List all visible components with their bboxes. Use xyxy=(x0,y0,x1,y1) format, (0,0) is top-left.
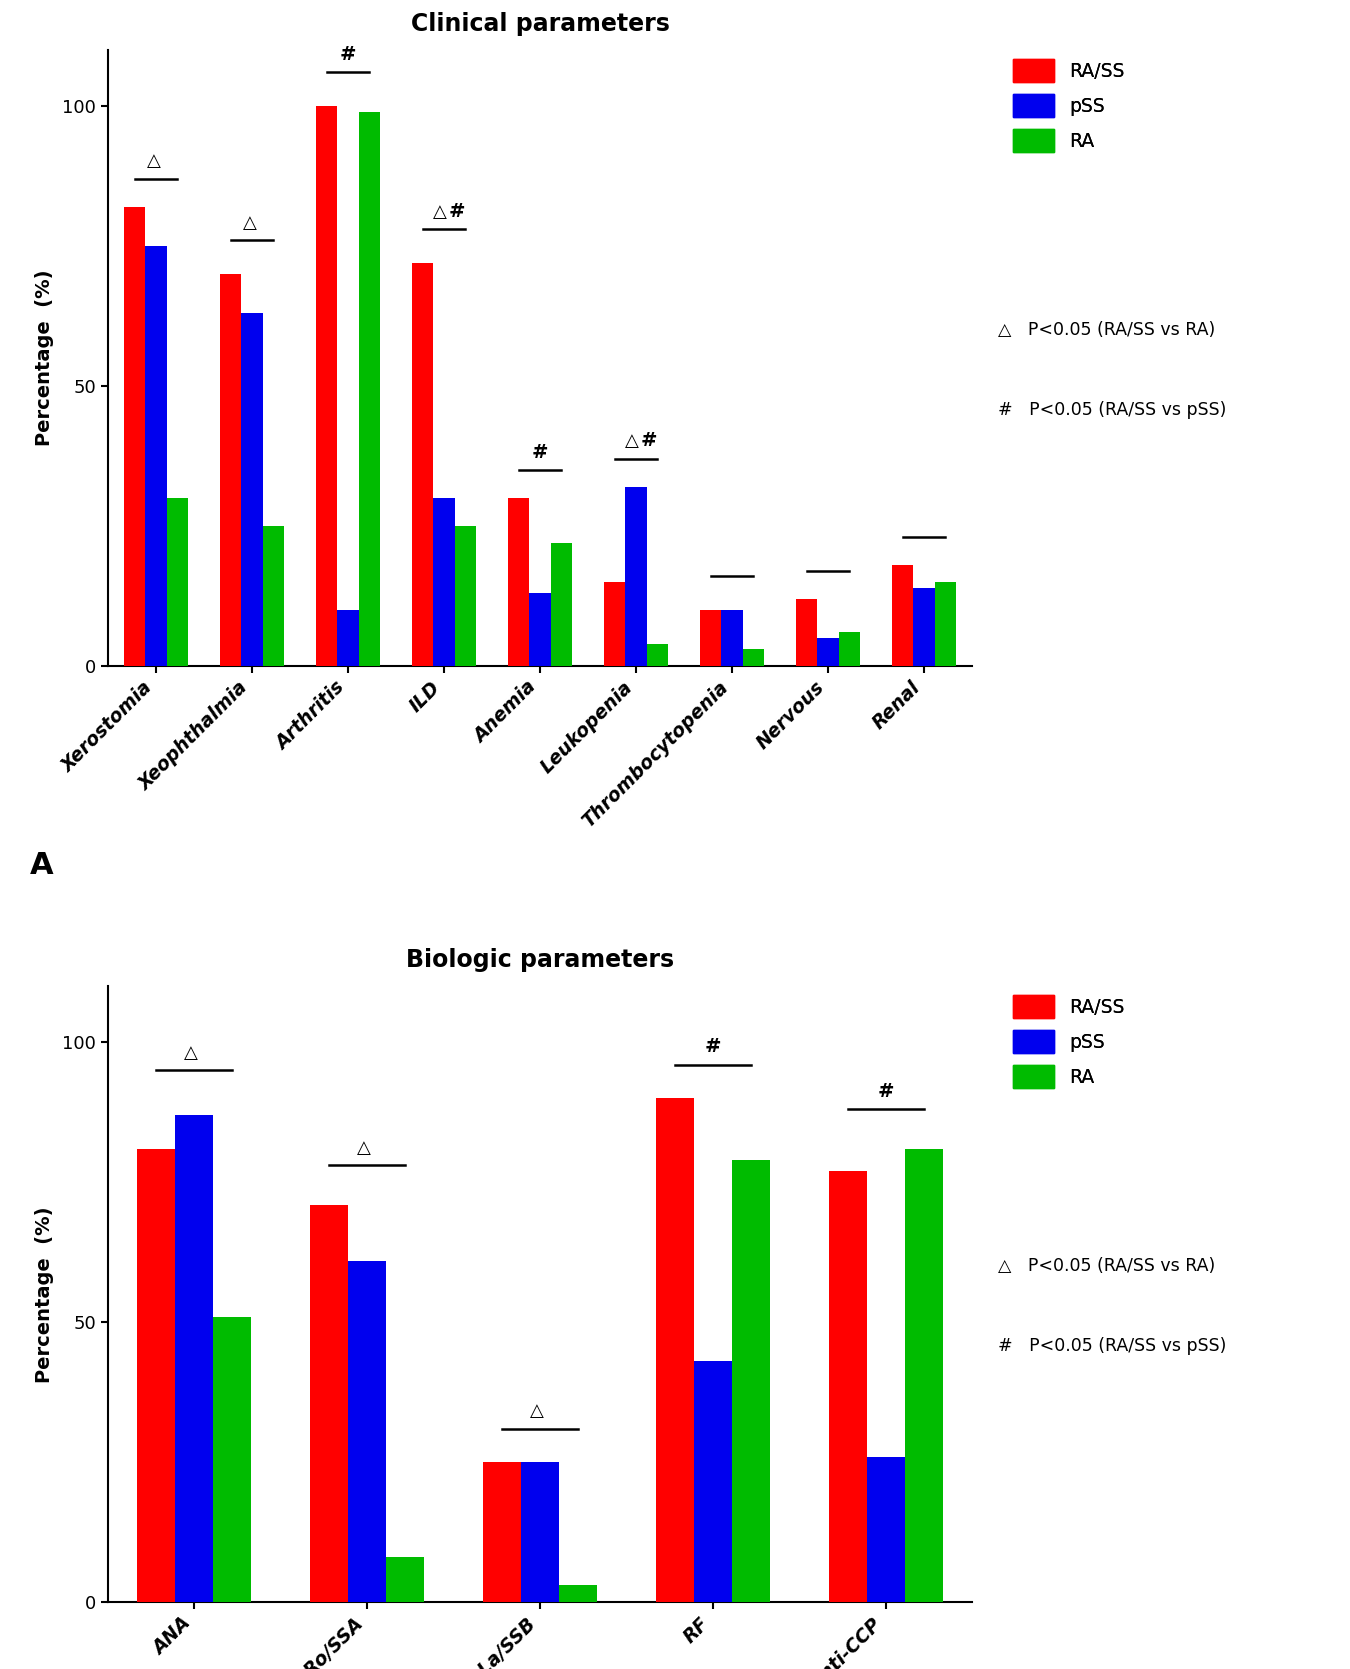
Text: #: # xyxy=(448,202,466,220)
Y-axis label: Percentage  (%): Percentage (%) xyxy=(35,1207,54,1382)
Text: #   P<0.05 (RA/SS vs pSS): # P<0.05 (RA/SS vs pSS) xyxy=(998,1337,1226,1355)
Text: △: △ xyxy=(432,204,447,220)
Bar xyxy=(242,314,262,666)
Text: △: △ xyxy=(184,1043,198,1061)
Text: #: # xyxy=(532,442,548,462)
Bar xyxy=(551,542,571,666)
Bar xyxy=(359,112,379,666)
Text: △   P<0.05 (RA/SS vs RA): △ P<0.05 (RA/SS vs RA) xyxy=(998,1257,1215,1275)
Bar xyxy=(176,1115,213,1602)
Bar xyxy=(220,274,242,666)
Bar xyxy=(559,1586,597,1602)
Bar xyxy=(310,1205,348,1602)
Bar xyxy=(743,649,764,666)
Bar xyxy=(867,1457,905,1602)
Text: A: A xyxy=(30,851,54,880)
Bar xyxy=(647,644,668,666)
Bar xyxy=(829,1172,867,1602)
Legend: RA/SS, pSS, RA: RA/SS, pSS, RA xyxy=(1007,990,1130,1093)
Bar xyxy=(656,1098,694,1602)
Bar xyxy=(386,1557,424,1602)
Text: △: △ xyxy=(243,214,256,232)
Text: △: △ xyxy=(147,152,161,170)
Bar xyxy=(146,245,166,666)
Bar xyxy=(529,592,551,666)
Bar xyxy=(892,566,914,666)
Text: #: # xyxy=(641,431,657,451)
Title: Biologic parameters: Biologic parameters xyxy=(406,948,674,971)
Text: △   P<0.05 (RA/SS vs RA): △ P<0.05 (RA/SS vs RA) xyxy=(998,320,1215,339)
Bar xyxy=(433,497,455,666)
Bar xyxy=(732,1160,769,1602)
Bar xyxy=(483,1462,521,1602)
Bar xyxy=(796,599,818,666)
Bar xyxy=(412,262,433,666)
Bar xyxy=(934,582,956,666)
Bar xyxy=(904,1148,942,1602)
Title: Clinical parameters: Clinical parameters xyxy=(410,12,670,35)
Text: △: △ xyxy=(356,1138,371,1157)
Y-axis label: Percentage  (%): Percentage (%) xyxy=(35,270,54,446)
Bar xyxy=(455,526,475,666)
Bar xyxy=(138,1148,176,1602)
Bar xyxy=(338,609,359,666)
Bar xyxy=(166,497,188,666)
Bar xyxy=(605,582,625,666)
Bar xyxy=(509,497,529,666)
Bar xyxy=(262,526,284,666)
Text: #: # xyxy=(705,1038,721,1056)
Bar xyxy=(818,638,838,666)
Bar xyxy=(838,633,860,666)
Text: △: △ xyxy=(625,432,639,451)
Legend: RA/SS, pSS, RA: RA/SS, pSS, RA xyxy=(1007,53,1130,157)
Bar xyxy=(316,107,338,666)
Bar xyxy=(348,1260,386,1602)
Text: △: △ xyxy=(529,1402,544,1420)
Bar xyxy=(914,587,934,666)
Bar xyxy=(521,1462,559,1602)
Bar xyxy=(213,1317,251,1602)
Text: #   P<0.05 (RA/SS vs pSS): # P<0.05 (RA/SS vs pSS) xyxy=(998,401,1226,419)
Bar xyxy=(701,609,721,666)
Bar xyxy=(694,1362,732,1602)
Text: #: # xyxy=(878,1082,894,1102)
Bar xyxy=(124,207,146,666)
Bar xyxy=(625,487,647,666)
Text: #: # xyxy=(340,45,356,63)
Bar xyxy=(721,609,743,666)
